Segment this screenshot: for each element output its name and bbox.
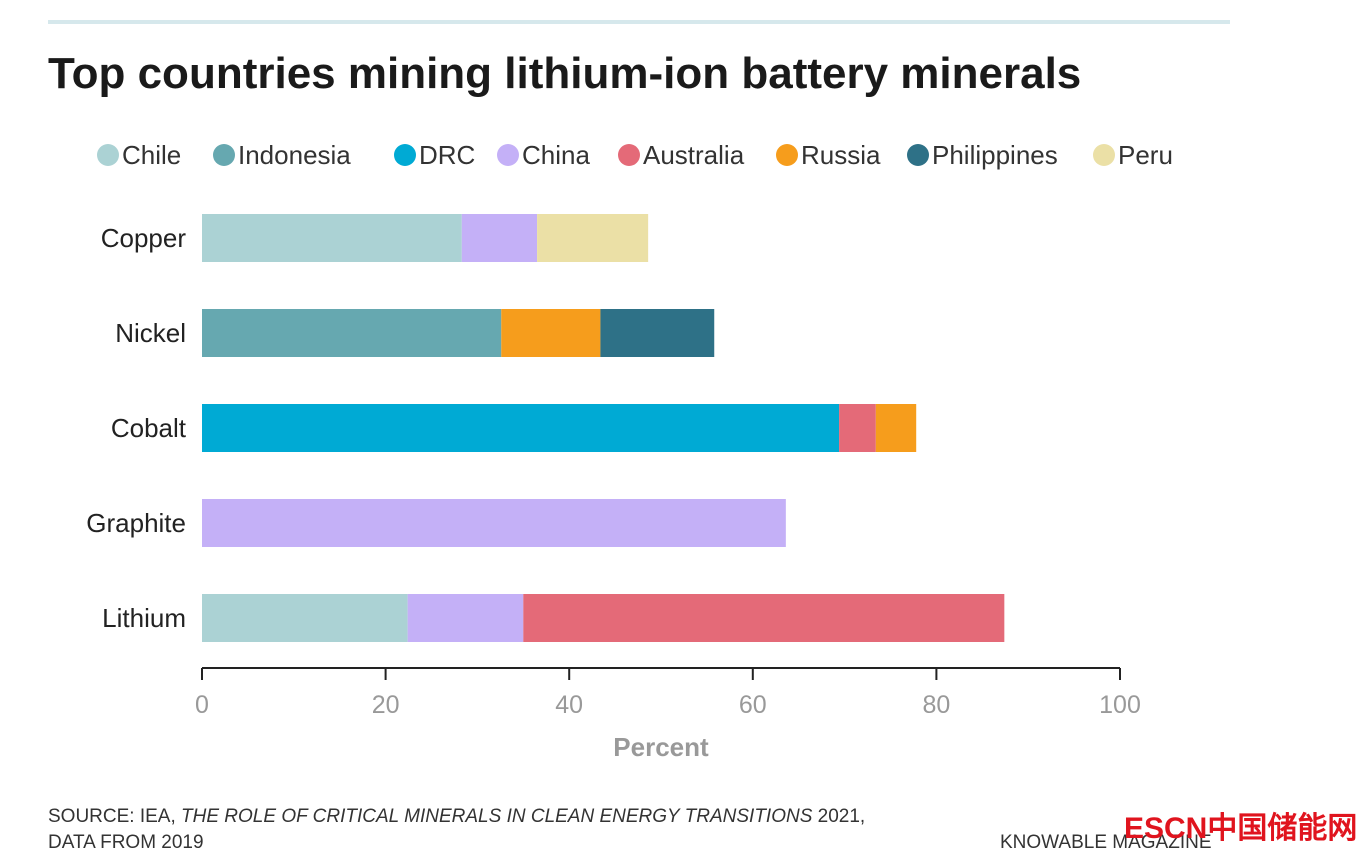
bars: Copper Nickel Cobalt Graphite Lithium bbox=[86, 214, 1005, 642]
bar-nickel-russia bbox=[501, 309, 601, 357]
bar-nickel-indonesia bbox=[202, 309, 502, 357]
watermark-logo: ESCN中国储能网 bbox=[1124, 812, 1357, 845]
category-label: Copper bbox=[101, 223, 187, 253]
legend-label: Philippines bbox=[932, 140, 1058, 170]
x-axis: 0 20 40 60 80 100 bbox=[195, 667, 1141, 719]
bar-cobalt-drc bbox=[202, 404, 840, 452]
bar-cobalt-russia bbox=[875, 404, 917, 452]
legend-swatch bbox=[497, 144, 519, 166]
legend-item-russia: Russia bbox=[776, 140, 881, 170]
legend-label: Peru bbox=[1118, 140, 1173, 170]
legend-swatch bbox=[1093, 144, 1115, 166]
source-suffix: 2021, bbox=[812, 806, 865, 827]
bar-copper-chile bbox=[202, 214, 462, 262]
legend-item-indonesia: Indonesia bbox=[213, 140, 351, 170]
legend-item-peru: Peru bbox=[1093, 140, 1173, 170]
bar-lithium-china bbox=[407, 594, 524, 642]
legend-label: Russia bbox=[801, 140, 881, 170]
bar-nickel-philippines bbox=[600, 309, 715, 357]
legend-item-philippines: Philippines bbox=[907, 140, 1058, 170]
legend-item-chile: Chile bbox=[97, 140, 181, 170]
x-axis-label: Percent bbox=[613, 732, 709, 762]
bar-lithium-australia bbox=[523, 594, 1005, 642]
legend-swatch bbox=[394, 144, 416, 166]
category-label: Graphite bbox=[86, 508, 186, 538]
credit: KNOWABLE MAGAZINE bbox=[1000, 832, 1212, 853]
legend-item-australia: Australia bbox=[618, 140, 745, 170]
x-tick-label: 100 bbox=[1099, 691, 1141, 719]
legend-label: Australia bbox=[643, 140, 745, 170]
legend-label: China bbox=[522, 140, 590, 170]
source-date: DATA FROM 2019 bbox=[48, 832, 204, 853]
x-tick-label: 40 bbox=[555, 691, 583, 719]
legend-label: Indonesia bbox=[238, 140, 351, 170]
legend-item-drc: DRC bbox=[394, 140, 475, 170]
legend-swatch bbox=[907, 144, 929, 166]
category-label: Lithium bbox=[102, 603, 186, 633]
source-note: SOURCE: IEA, THE ROLE OF CRITICAL MINERA… bbox=[48, 806, 865, 827]
bar-copper-peru bbox=[537, 214, 649, 262]
bar-copper-china bbox=[461, 214, 538, 262]
legend: Chile Indonesia DRC China Australia Russia Phi… bbox=[97, 140, 1173, 170]
legend-swatch bbox=[618, 144, 640, 166]
legend-swatch bbox=[97, 144, 119, 166]
source-prefix: SOURCE: IEA, bbox=[48, 806, 181, 827]
x-tick-label: 0 bbox=[195, 691, 209, 719]
chart-title: Top countries mining lithium-ion battery… bbox=[48, 49, 1081, 98]
x-tick-label: 60 bbox=[739, 691, 767, 719]
category-label: Nickel bbox=[115, 318, 186, 348]
legend-swatch bbox=[776, 144, 798, 166]
x-tick-label: 80 bbox=[922, 691, 950, 719]
bar-graphite-china bbox=[202, 499, 786, 547]
x-tick-label: 20 bbox=[372, 691, 400, 719]
source-title: THE ROLE OF CRITICAL MINERALS IN CLEAN E… bbox=[181, 806, 813, 827]
legend-swatch bbox=[213, 144, 235, 166]
legend-label: DRC bbox=[419, 140, 475, 170]
legend-label: Chile bbox=[122, 140, 181, 170]
bar-lithium-chile bbox=[202, 594, 408, 642]
category-label: Cobalt bbox=[111, 413, 187, 443]
bar-cobalt-australia bbox=[839, 404, 876, 452]
legend-item-china: China bbox=[497, 140, 590, 170]
